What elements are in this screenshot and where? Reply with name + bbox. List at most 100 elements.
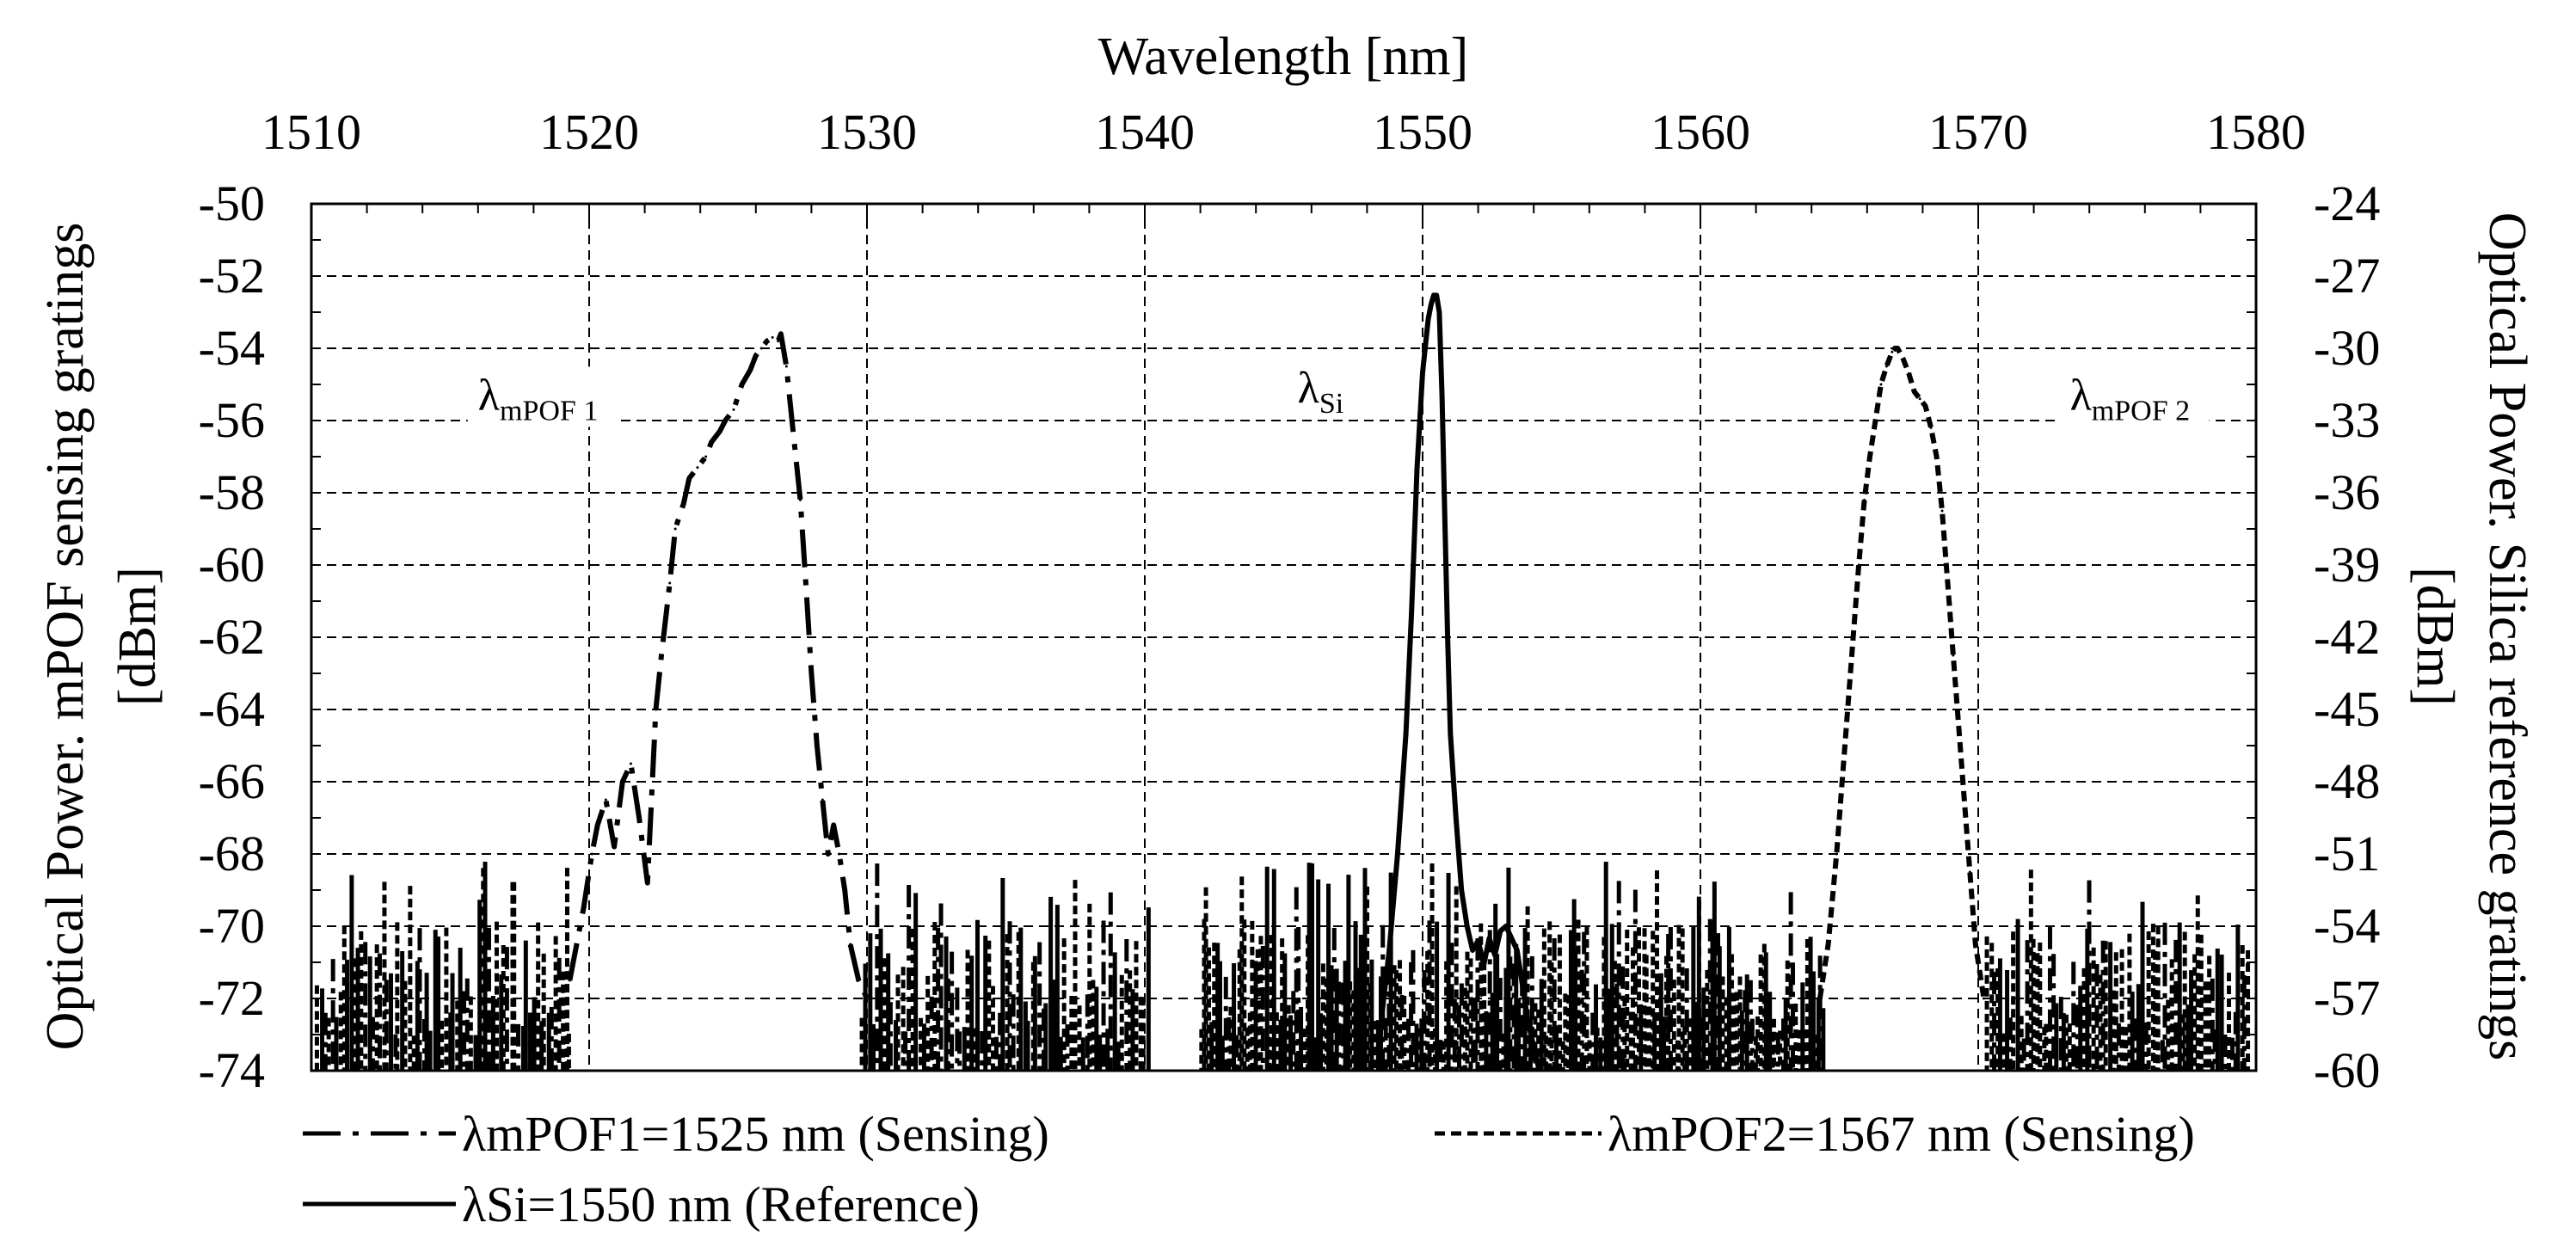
series-point-1 xyxy=(1416,467,1419,470)
series-point-1 xyxy=(1454,816,1458,820)
y-right-tick-label: -36 xyxy=(2314,464,2380,520)
annotation-backing xyxy=(467,366,618,427)
noise-floor xyxy=(314,861,2251,1071)
series-point-2 xyxy=(1907,372,1910,375)
y-right-tick-label: -27 xyxy=(2314,248,2380,304)
series-point-2 xyxy=(1935,455,1939,458)
legend: λmPOF1=1525 nm (Sensing) λmPOF2=1567 nm … xyxy=(303,1106,2195,1232)
series-point-0 xyxy=(771,335,774,339)
series-point-0 xyxy=(754,353,758,357)
y-right-tick-label: -57 xyxy=(2314,970,2380,1026)
series-group xyxy=(567,292,1987,1071)
series-point-1 xyxy=(1477,939,1480,943)
x-tick-label: 1520 xyxy=(539,104,639,160)
series-point-0 xyxy=(748,368,752,372)
series-point-2 xyxy=(1924,404,1927,408)
series-point-0 xyxy=(612,845,616,849)
y-left-tick-label: -54 xyxy=(199,320,265,376)
series-point-0 xyxy=(832,823,835,826)
series-point-0 xyxy=(621,780,624,783)
series-point-1 xyxy=(1527,1021,1530,1024)
series-point-0 xyxy=(718,430,722,433)
series-point-1 xyxy=(1538,1069,1541,1071)
x-tick-label: 1510 xyxy=(261,104,361,160)
x-axis-title: Wavelength [nm] xyxy=(1098,28,1469,86)
annotation-backing xyxy=(1287,359,1372,420)
series-point-1 xyxy=(1396,852,1399,856)
series-point-0 xyxy=(704,455,708,458)
series-point-2 xyxy=(1974,943,1977,946)
series-point-1 xyxy=(1493,954,1497,957)
series-point-1 xyxy=(1488,937,1491,940)
series-point-0 xyxy=(668,581,672,585)
y-right-tick-label: -33 xyxy=(2314,392,2380,448)
y-left-tick-label: -66 xyxy=(199,753,265,809)
y-left-tick-label: -60 xyxy=(199,537,265,593)
series-point-1 xyxy=(1441,395,1444,398)
series-point-1 xyxy=(1380,1021,1383,1024)
y-left-tick-labels: -50 -52 -54 -56 -58 -60 -62 -64 -66 -68 -70 -72 -74 xyxy=(199,175,265,1098)
series-point-1 xyxy=(1532,1045,1535,1048)
series-point-2 xyxy=(1868,455,1872,458)
y-left-tick-label: -64 xyxy=(199,681,265,737)
y-left-tick-label: -50 xyxy=(199,175,265,231)
series-point-0 xyxy=(582,906,586,910)
y-right-axis-title: Optical Power. Silica reference gratings… xyxy=(2406,212,2536,1060)
series-point-1 xyxy=(1466,924,1469,928)
y-left-tick-label: -56 xyxy=(199,392,265,448)
series-point-2 xyxy=(1827,943,1830,946)
series-point-2 xyxy=(1852,636,1855,639)
series-point-1 xyxy=(1387,949,1391,952)
y-right-tick-label: -51 xyxy=(2314,826,2380,881)
y-right-title-line2: [dBm] xyxy=(2406,567,2464,706)
x-tick-label: 1550 xyxy=(1373,104,1472,160)
series-point-2 xyxy=(1879,383,1883,386)
y-right-tick-label: -60 xyxy=(2314,1042,2380,1098)
series-point-1 xyxy=(1498,930,1502,933)
series-point-0 xyxy=(849,943,852,946)
y-left-title-line2: [dBm] xyxy=(108,567,167,706)
series-point-1 xyxy=(1421,371,1424,374)
series-point-1 xyxy=(1509,937,1513,940)
peak-annotation: λmPOF 1 xyxy=(478,371,599,427)
series-point-0 xyxy=(629,762,632,765)
series-point-2 xyxy=(1893,347,1897,350)
series-point-1 xyxy=(1426,317,1429,321)
series-point-0 xyxy=(759,347,763,350)
series-point-2 xyxy=(1884,365,1888,368)
series-point-1 xyxy=(1504,924,1508,928)
legend-label-mpof1: λmPOF1=1525 nm (Sensing) xyxy=(462,1106,1049,1162)
peak-annotations: λmPOF 1 λSi λmPOF 2 xyxy=(467,359,2210,427)
x-tick-labels: 1510 1520 1530 1540 1550 1560 1570 1580 xyxy=(261,104,2306,160)
y-right-tick-label: -30 xyxy=(2314,320,2380,376)
series-point-0 xyxy=(660,654,663,657)
y-left-tick-label: -68 xyxy=(199,826,265,881)
minor-ticks xyxy=(310,203,2257,1072)
series-point-2 xyxy=(1843,744,1847,747)
series-point-0 xyxy=(741,383,744,386)
y-left-tick-label: -52 xyxy=(199,248,265,304)
series-point-2 xyxy=(1957,726,1960,729)
series-point-1 xyxy=(1435,293,1438,297)
series-point-2 xyxy=(1968,870,1971,874)
series-point-2 xyxy=(1940,509,1944,513)
series-point-1 xyxy=(1429,304,1433,307)
y-right-tick-label: -54 xyxy=(2314,898,2380,954)
series-point-1 xyxy=(1448,732,1452,735)
series-point-1 xyxy=(1437,310,1441,314)
series-point-2 xyxy=(1946,581,1949,585)
series-point-0 xyxy=(646,881,649,885)
series-point-0 xyxy=(821,798,824,802)
series-point-2 xyxy=(1963,798,1966,802)
series-point-0 xyxy=(590,852,593,856)
y-right-title-line1: Optical Power. Silica reference gratings xyxy=(2478,212,2536,1060)
series-point-1 xyxy=(1443,515,1447,519)
series-point-1 xyxy=(1405,732,1408,735)
y-left-tick-label: -62 xyxy=(199,609,265,665)
annotation-backing xyxy=(2059,366,2210,427)
series-point-1 xyxy=(1482,963,1485,967)
series-line-0 xyxy=(567,331,870,1000)
series-point-0 xyxy=(857,979,860,982)
series-point-0 xyxy=(790,419,794,422)
series-point-0 xyxy=(696,466,699,470)
